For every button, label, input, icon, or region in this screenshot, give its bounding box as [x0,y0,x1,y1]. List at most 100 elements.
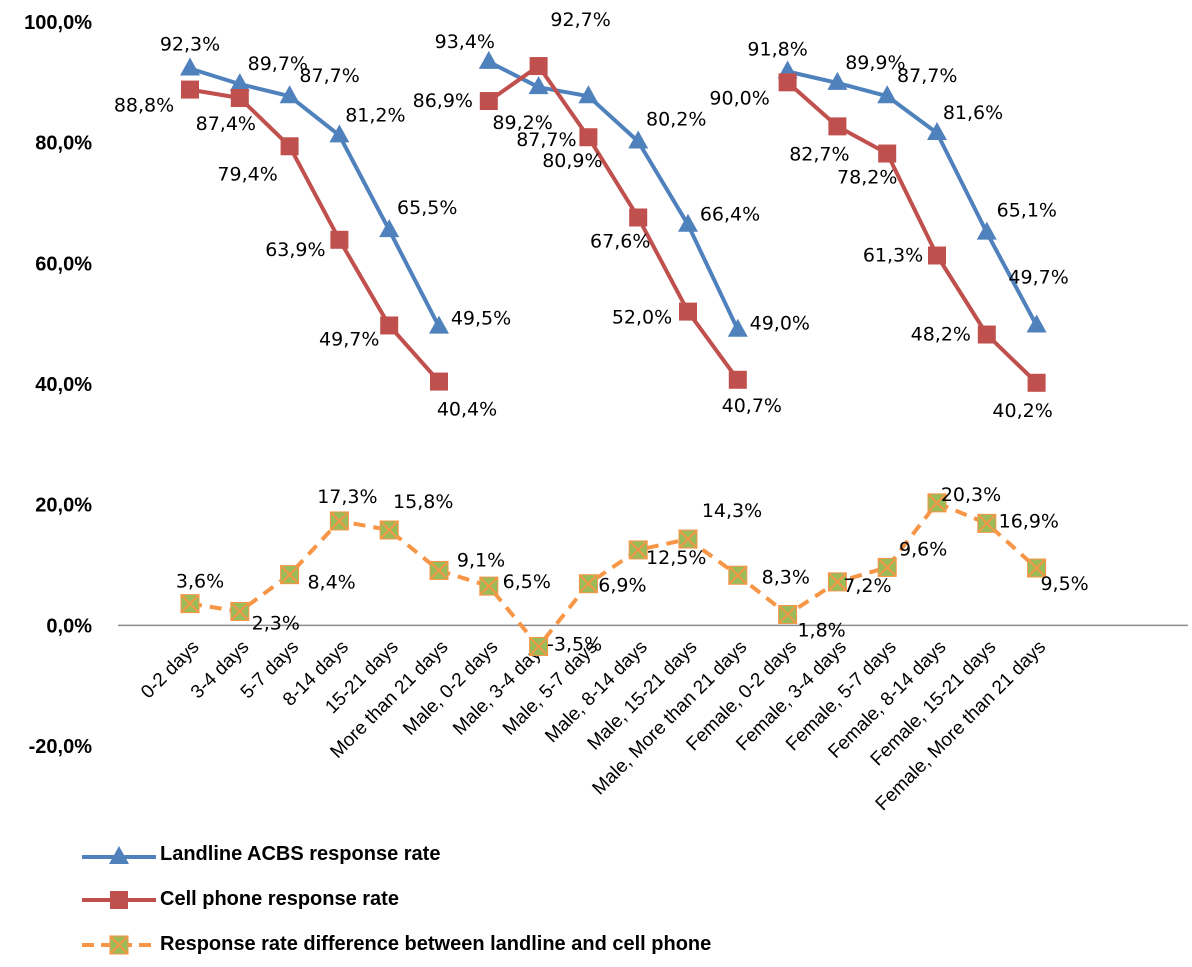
cell-point [778,73,797,92]
landline-point [678,213,698,232]
legend-label-cell: Cell phone response rate [160,888,399,910]
data-label: 9,1% [457,549,505,571]
data-label: 49,5% [451,308,511,330]
landline-point [478,50,499,69]
cell-point [280,137,299,156]
difference-point [379,520,399,540]
data-label: 89,9% [845,52,905,74]
cell-point [977,325,996,344]
data-label: 89,7% [248,53,308,75]
legend-square-icon [82,890,156,909]
data-label: 9,6% [899,538,947,560]
landline-point [379,219,400,238]
landline-point [1026,314,1047,333]
cell-point [230,89,249,108]
data-label: 16,9% [999,510,1059,532]
legend-label-landline: Landline ACBS response rate [160,843,441,865]
data-label: 61,3% [863,244,923,266]
difference-point [977,513,997,534]
data-label: 89,2% [492,112,552,134]
data-label: 87,4% [196,113,256,135]
difference-point [678,529,698,549]
data-label: 92,7% [550,9,610,31]
landline-point [180,57,200,76]
data-label: 40,4% [437,399,497,421]
data-label: 90,0% [709,87,769,109]
data-label: 93,4% [435,31,495,53]
data-label: 48,2% [911,324,971,346]
landline-point [927,122,947,141]
data-label: 52,0% [612,307,672,329]
series-line-2 [189,500,1038,649]
data-label: 1,8% [797,619,845,641]
landline-point [279,85,300,104]
data-label: 67,6% [590,230,650,252]
data-label: 81,2% [345,104,405,126]
difference-point [578,573,599,594]
cell-point [629,208,648,227]
landline-point [528,76,549,95]
data-label: 63,9% [265,239,325,261]
data-label: 87,7% [516,129,576,151]
data-label: 49,7% [1008,266,1068,288]
difference-point [728,565,748,585]
legend-label-difference: Response rate difference between landlin… [160,933,712,955]
landline-point [329,124,350,143]
y-tick-label: 80,0% [35,133,92,155]
difference-point [230,601,250,622]
landline-point [429,315,449,334]
legend-item-difference: Response rate difference between landlin… [80,922,711,967]
data-label: 6,9% [598,575,646,597]
difference-point [279,564,300,585]
data-label: 49,0% [750,313,810,335]
landline-point [578,85,599,104]
difference-point [180,593,200,614]
legend-x-square-icon [82,934,156,955]
cell-point [529,57,548,76]
data-label: 12,5% [646,547,706,569]
landline-point [628,130,649,149]
data-label: 7,2% [843,575,891,597]
cell-point [330,230,349,249]
y-tick-label: -20,0% [29,736,93,758]
difference-point [479,576,499,596]
data-label: 80,9% [542,150,602,172]
legend: Landline ACBS response rate Cell phone r… [80,832,711,967]
data-label: 82,7% [789,143,849,165]
data-label: 87,7% [299,65,359,87]
difference-point [329,511,350,531]
data-label: 78,2% [837,167,897,189]
cell-point [479,92,498,111]
cell-point [878,144,897,163]
landline-point [827,71,848,90]
data-label: 81,6% [943,102,1003,124]
difference-point [877,557,897,578]
data-label: 17,3% [317,486,377,508]
y-tick-label: 40,0% [35,374,92,396]
data-label: 3,6% [176,571,224,593]
cell-point [679,302,697,321]
landline-point [727,318,748,337]
series-line-0 [189,66,441,328]
data-label: 65,5% [397,197,457,219]
difference-point [528,636,549,657]
data-label: 14,3% [702,500,762,522]
difference-point [927,493,947,513]
difference-point [429,560,449,581]
difference-point [1026,558,1047,578]
landline-point [229,73,250,92]
data-label: 15,8% [393,491,453,513]
y-tick-label: 20,0% [35,495,92,517]
data-label: 8,3% [762,566,810,588]
data-label: 92,3% [160,33,220,55]
data-label: 40,7% [722,395,782,417]
data-label: 2,3% [252,612,300,634]
y-tick-label: 60,0% [35,253,92,275]
cell-point [1027,373,1046,392]
difference-point [827,572,848,592]
data-label: 9,5% [1040,573,1088,595]
cell-point [430,372,448,391]
cell-point [728,370,747,389]
data-label: 88,8% [114,95,174,117]
